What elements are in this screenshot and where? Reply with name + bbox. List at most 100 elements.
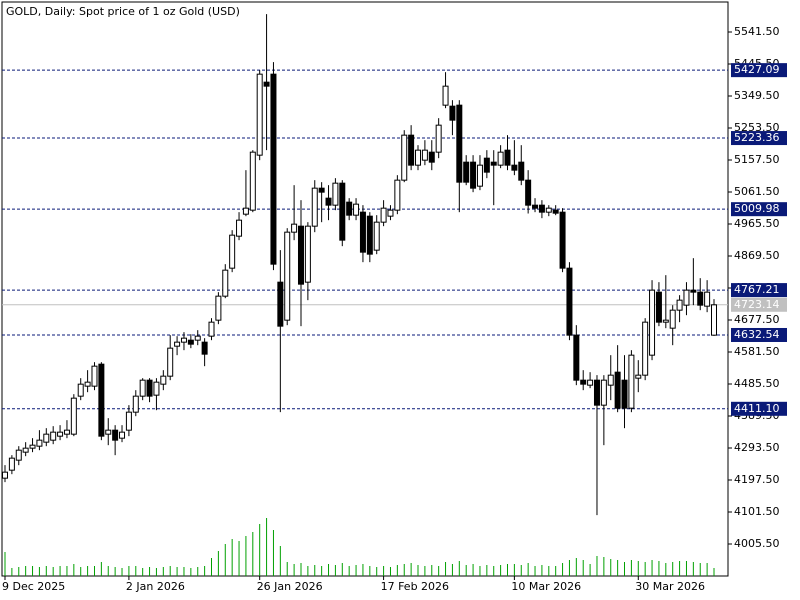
level-label: 4632.54	[734, 328, 780, 341]
candle-body	[167, 347, 174, 377]
candle-body	[545, 207, 552, 213]
candle-body	[366, 215, 373, 255]
candle-body	[683, 289, 690, 306]
candle-body	[669, 309, 676, 329]
candle-body	[242, 207, 249, 215]
y-tick-label: 4101.50	[734, 505, 780, 518]
candle-body	[483, 157, 490, 173]
candle-body	[284, 231, 291, 321]
candle-body	[394, 179, 401, 211]
candle-body	[22, 447, 29, 453]
candle-body	[125, 411, 132, 431]
candle-body	[325, 197, 332, 206]
candle-body	[180, 337, 187, 343]
y-tick-label: 4869.50	[734, 249, 780, 262]
candle-body	[552, 209, 559, 214]
candle-body	[318, 187, 325, 193]
candle-body	[50, 431, 57, 441]
level-label-box	[731, 401, 787, 416]
candle-body	[222, 269, 229, 297]
candle-body	[697, 291, 704, 306]
candle-body	[146, 379, 153, 397]
candle-body	[676, 299, 683, 311]
level-label-box	[731, 63, 787, 78]
current-price-label: 4723.14	[734, 298, 780, 311]
candle-body	[600, 379, 607, 406]
candle-body	[339, 182, 346, 241]
level-label-box	[731, 202, 787, 217]
candle-body	[187, 339, 194, 345]
level-label-box	[731, 327, 787, 342]
y-tick-label: 4005.50	[734, 537, 780, 550]
candle-body	[43, 433, 50, 443]
level-label-box	[731, 131, 787, 146]
candle-body	[470, 161, 477, 189]
candle-body	[566, 267, 573, 336]
candle-body	[36, 439, 43, 447]
candle-body	[525, 179, 532, 206]
level-label-box	[731, 283, 787, 298]
candle-body	[215, 295, 222, 321]
candle-body	[270, 73, 277, 265]
candle-body	[291, 223, 298, 233]
candle-body	[2, 471, 8, 479]
candle-body	[607, 374, 614, 386]
candle-body	[208, 321, 215, 337]
candle-body	[63, 429, 70, 435]
level-label: 5223.36	[734, 131, 780, 144]
candle-body	[449, 105, 456, 121]
candle-body	[160, 375, 167, 385]
candle-body	[435, 124, 442, 153]
candle-body	[511, 164, 518, 171]
candle-body	[332, 182, 339, 206]
candle-body	[421, 149, 428, 161]
candle-body	[236, 219, 243, 237]
candle-body	[105, 429, 112, 435]
candle-body	[463, 161, 470, 183]
candle-body	[655, 291, 662, 323]
candle-body	[538, 204, 545, 213]
candle-body	[532, 204, 539, 209]
candle-body	[359, 211, 366, 253]
candle-body	[353, 203, 360, 216]
candle-body	[621, 379, 628, 409]
candle-body	[297, 225, 304, 285]
candle-body	[380, 207, 387, 223]
level-label: 5009.98	[734, 202, 780, 215]
candle-body	[593, 379, 600, 406]
x-tick-label: 9 Dec 2025	[2, 580, 65, 593]
candle-body	[408, 134, 415, 166]
candle-body	[91, 365, 98, 387]
candle-body	[373, 221, 380, 251]
x-tick-label: 2 Jan 2026	[126, 580, 185, 593]
candle-body	[8, 457, 15, 471]
candle-body	[415, 149, 422, 166]
candle-body	[559, 211, 566, 269]
candle-body	[614, 371, 621, 409]
candle-body	[587, 379, 594, 386]
level-label: 4411.10	[734, 402, 780, 415]
x-tick-label: 26 Jan 2026	[257, 580, 323, 593]
candle-body	[428, 151, 435, 163]
candle-body	[711, 304, 717, 336]
candle-body	[456, 104, 463, 183]
candle-body	[662, 319, 669, 323]
candle-body	[70, 397, 77, 435]
candle-body	[132, 395, 139, 413]
candle-body	[635, 374, 642, 379]
candle-body	[490, 161, 497, 166]
candle-body	[580, 379, 587, 385]
candle-body	[442, 85, 449, 106]
plot-frame	[1, 1, 729, 577]
candle-body	[194, 335, 201, 341]
candle-body	[256, 73, 263, 156]
candle-body	[628, 354, 635, 409]
candle-body	[57, 431, 64, 437]
candle-body	[277, 281, 284, 327]
candle-body	[704, 291, 711, 307]
y-tick-label: 4485.50	[734, 377, 780, 390]
y-tick-label: 4581.50	[734, 345, 780, 358]
y-tick-label: 4293.50	[734, 441, 780, 454]
candle-body	[98, 363, 105, 437]
